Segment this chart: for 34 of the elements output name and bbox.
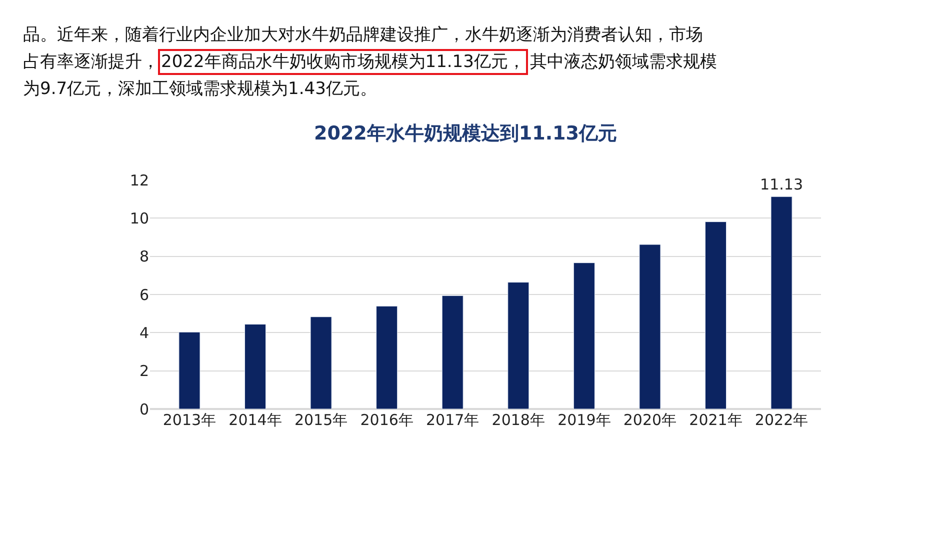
text: 2022年商品水牛奶收购市场规模为11.13亿元， [161,52,525,72]
bar [442,295,464,409]
y-tick-label: 10 [130,209,149,228]
data-label: 11.13 [760,176,803,194]
text: 品。近年来，随着行业内企业加大对水牛奶品牌建设推广，水牛奶逐渐为消费者认知，市场 [23,25,703,45]
y-tick-label: 4 [139,324,149,342]
y-tick-label: 8 [139,248,149,266]
bar [178,332,200,409]
x-tick-label: 2015年 [294,411,348,429]
bar [310,316,332,409]
x-tick-label: 2014年 [228,411,282,429]
y-tick-label: 0 [139,400,149,418]
x-tick-label: 2016年 [360,411,414,429]
x-tick-label: 2022年 [754,411,808,429]
x-tick-label: 2013年 [162,411,216,429]
text: 为9.7亿元，深加工领域需求规模为1.43亿元。 [23,79,377,99]
x-tick-label: 2018年 [492,411,545,429]
x-tick-label: 2021年 [689,411,742,429]
text: 其中液态奶领域需求规模 [530,52,717,72]
chart-title: 2022年水牛奶规模达到11.13亿元 [314,122,617,145]
bar [376,306,398,409]
y-tick-label: 6 [139,286,149,304]
x-tick-label: 2020年 [623,411,677,429]
bar [573,262,595,409]
bar [244,324,266,409]
y-tick-label: 12 [130,171,149,190]
bar [639,244,661,409]
bar [770,196,792,409]
x-tick-label: 2017年 [426,411,480,429]
y-tick-label: 2 [139,362,149,380]
bar [704,222,727,409]
text: 占有率逐渐提升， [23,52,159,72]
bar [508,282,530,409]
x-tick-label: 2019年 [558,411,611,429]
